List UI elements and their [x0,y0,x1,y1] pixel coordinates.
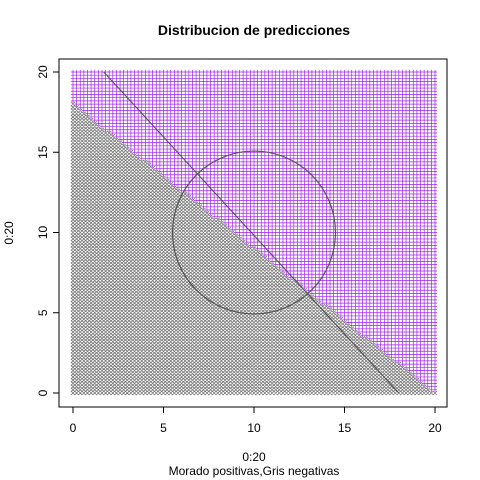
positive-predictions-region [70,69,438,392]
y-axis-label: 0:20 [2,221,16,245]
y-tick-label: 0 [36,389,50,396]
x-tick-label: 10 [247,421,261,435]
chart-subtitle: Morado positivas,Gris negativas [169,464,340,478]
x-tick-label: 15 [338,421,352,435]
chart-title: Distribucion de predicciones [158,22,350,38]
x-tick-label: 5 [160,421,167,435]
reference-circle [171,150,337,315]
x-axis: 0 5 10 15 20 [70,406,442,435]
x-tick-label: 0 [70,421,77,435]
y-axis: 0 5 10 15 20 [36,65,60,396]
x-tick-label: 20 [428,421,442,435]
negative-prediction-points [70,101,438,396]
y-tick-label: 5 [36,309,50,316]
y-tick-label: 15 [36,145,50,159]
y-tick-label: 10 [36,226,50,240]
positive-prediction-points [70,69,438,392]
decision-boundary-line [103,71,400,394]
negative-predictions-region [70,101,438,396]
x-axis-label: 0:20 [242,450,266,464]
y-tick-label: 20 [36,65,50,79]
